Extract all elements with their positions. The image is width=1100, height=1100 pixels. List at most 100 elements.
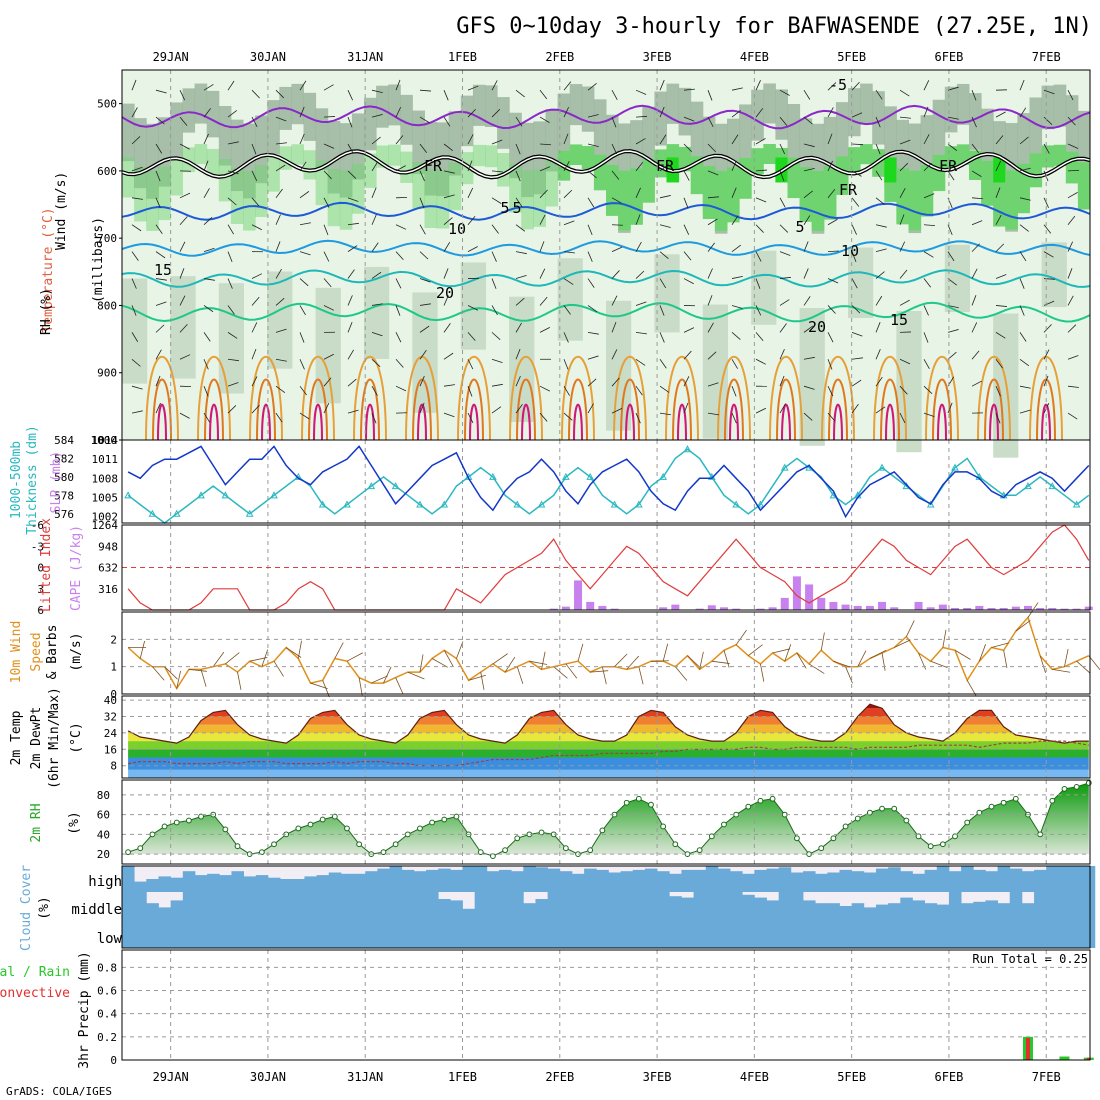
thickness-marker xyxy=(878,463,886,471)
rh2m-marker xyxy=(757,797,764,804)
slp-tick-1008: 1008 xyxy=(92,472,119,485)
cloud-bar-cloud_mid_pct xyxy=(705,892,719,920)
wind-barb xyxy=(371,187,377,198)
cape-bar xyxy=(1060,608,1069,610)
wind-barb xyxy=(875,406,886,414)
wind-barb xyxy=(995,187,1001,198)
cloud-bar-cloud_mid_pct xyxy=(523,903,536,920)
wind-barb xyxy=(1067,241,1073,252)
cloud-bar-cloud_low_pct xyxy=(292,920,305,948)
wind-barb xyxy=(491,251,497,262)
cloud-bar-cloud_high_pct xyxy=(839,869,853,892)
wind-barb xyxy=(851,278,858,289)
wind-barb xyxy=(179,295,186,306)
cloud-bar-cloud_mid_pct xyxy=(474,892,488,920)
cloud-bar-cloud_low_pct xyxy=(778,920,792,948)
wind-barb xyxy=(875,271,885,279)
wind-barb xyxy=(971,170,982,177)
wind-tick-2: 2 xyxy=(110,633,117,646)
wind-barb xyxy=(683,278,694,285)
precip-total-bar xyxy=(1059,1056,1070,1060)
rh2m-label: 2m RH xyxy=(29,803,44,842)
cloud-bar-cloud_high_pct xyxy=(498,869,512,892)
wind-barb xyxy=(419,224,426,235)
wind-barb xyxy=(875,248,887,253)
wind-barb xyxy=(347,322,353,333)
rh-shade-mid xyxy=(267,271,293,369)
rh2m-marker xyxy=(1073,784,1080,790)
thickness-marker xyxy=(391,482,400,490)
wind-barb xyxy=(899,162,909,172)
wind-barb xyxy=(371,214,377,225)
wind-barb xyxy=(299,251,311,256)
rh-tick-40: 40 xyxy=(97,828,110,841)
rh2m-marker xyxy=(769,795,776,802)
wind-barb xyxy=(539,241,545,252)
wind-barb xyxy=(419,303,431,306)
cloud-bar-cloud_low_pct xyxy=(1009,920,1023,948)
cloud-bar-cloud_low_pct xyxy=(474,920,488,948)
isotherm-warm-25 xyxy=(457,355,491,441)
wind-barb xyxy=(299,222,311,226)
isotherm-label-FR: FR xyxy=(656,157,675,175)
cloud-bar-cloud_mid_pct xyxy=(243,892,257,920)
rh-shade-dark xyxy=(654,91,667,146)
wind-barb xyxy=(923,193,935,199)
rh2m-marker xyxy=(794,835,800,842)
rh-shade-green xyxy=(569,144,583,166)
wind-barb xyxy=(683,327,695,333)
wind-barb xyxy=(155,278,167,281)
wind-barb xyxy=(587,114,599,118)
isotherm-warm-25 xyxy=(145,355,179,441)
cape-bar xyxy=(817,597,826,610)
wind-barb xyxy=(971,220,983,226)
wind-barb xyxy=(635,187,641,198)
cape-tick-632: 632 xyxy=(98,562,118,575)
rh-shade-dark xyxy=(666,83,680,124)
isotherm-label-15: 15 xyxy=(154,261,172,279)
wind-barb xyxy=(947,86,959,91)
wind-barb xyxy=(947,116,959,120)
wind-barb xyxy=(347,197,359,202)
wind-barb xyxy=(899,385,908,395)
temp2m-units: (°C) xyxy=(69,722,84,753)
wind-barb xyxy=(515,116,523,127)
cloud-bar-cloud_high_pct xyxy=(474,866,488,892)
wind-barb xyxy=(707,170,719,176)
wind10m-barb xyxy=(808,663,825,674)
wind-barb xyxy=(923,305,929,316)
wind-barb xyxy=(515,375,521,387)
cloud-bar-cloud_low_pct xyxy=(280,920,293,948)
cape-bar xyxy=(574,580,583,610)
cloud-bar-cloud_mid_pct xyxy=(778,892,792,920)
wind-barb xyxy=(731,412,737,424)
wind-barb xyxy=(611,377,620,387)
wind-barb xyxy=(203,247,215,253)
wind10m-barb xyxy=(760,663,765,682)
wind-barb xyxy=(395,224,407,230)
li-line xyxy=(127,524,1090,611)
wind-barb xyxy=(635,214,641,225)
rh2m-marker xyxy=(453,813,460,820)
cloud-bar-cloud_high_pct xyxy=(559,871,573,892)
cloud-bar-cloud_mid_pct xyxy=(559,892,573,920)
cape-bar xyxy=(938,604,947,610)
rh-shade-green xyxy=(956,144,970,165)
rh2m-marker xyxy=(842,823,849,830)
thickness-tick-584: 584 xyxy=(54,434,74,447)
rh-shade-green xyxy=(739,158,752,199)
rh-shade-dark xyxy=(497,97,510,149)
wind-barb xyxy=(275,358,287,362)
rh-shade-green xyxy=(509,163,522,213)
cloud-bar-cloud_high_pct xyxy=(134,881,147,892)
rh-shade-green xyxy=(243,170,256,231)
wind10m-barb xyxy=(443,650,454,667)
wind-barb xyxy=(563,251,575,254)
cape-bar xyxy=(598,605,607,610)
wind-barb xyxy=(971,143,979,153)
cloud-bar-cloud_high_pct xyxy=(353,873,366,892)
wind-barb xyxy=(995,274,1007,279)
isotherm-warm-30 xyxy=(620,378,640,441)
wind-barb xyxy=(155,143,163,154)
cloud-bar-cloud_high_pct xyxy=(219,875,232,892)
